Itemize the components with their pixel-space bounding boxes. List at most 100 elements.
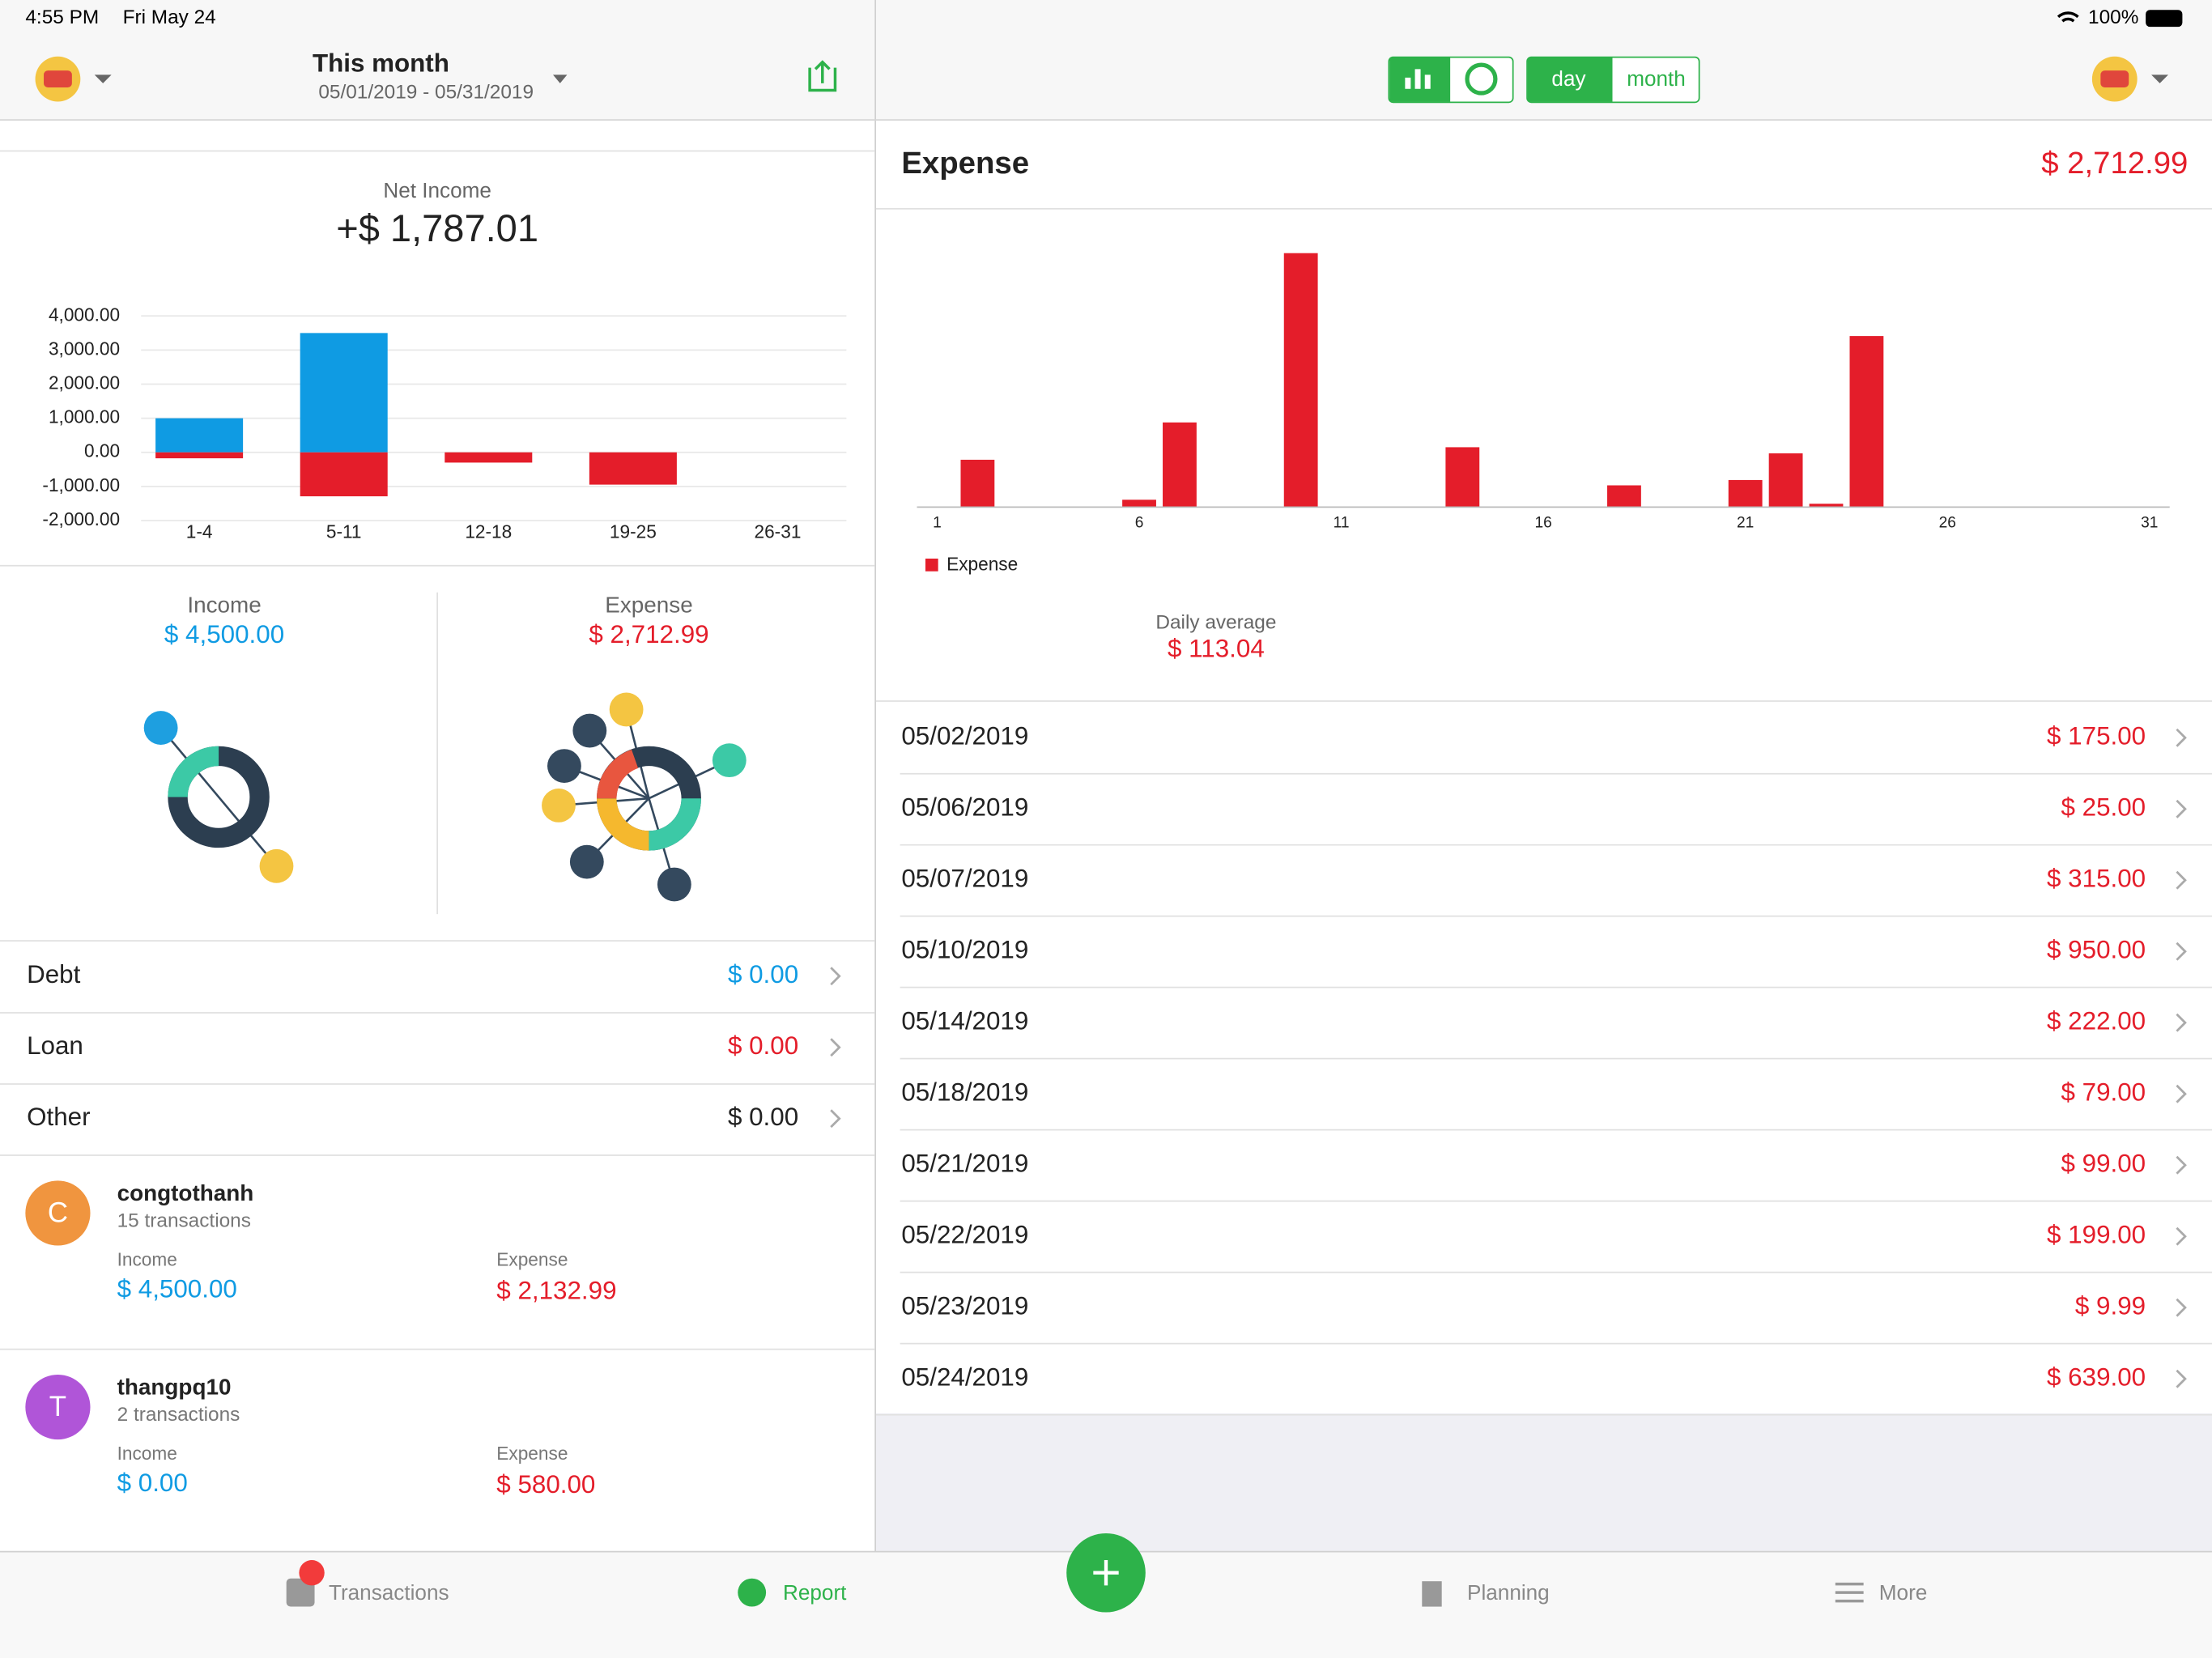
- chevron: [2176, 942, 2187, 961]
- x-tick-label: 12-18: [465, 521, 512, 542]
- chevron: [830, 1038, 841, 1057]
- planning-icon[interactable]: [1422, 1581, 1442, 1607]
- left-header-bg: [0, 0, 875, 121]
- bar[interactable]: [960, 459, 995, 507]
- daily-average: $ 113.04: [1168, 635, 1265, 663]
- bar[interactable]: [1728, 479, 1763, 507]
- tab-label[interactable]: Planning: [1467, 1580, 1550, 1605]
- x-tick-label: 31: [2141, 514, 2158, 531]
- wifi-icon: [2057, 11, 2079, 23]
- row-date[interactable]: 05/23/2019: [901, 1291, 1028, 1320]
- period-dropdown[interactable]: [553, 74, 568, 83]
- expense-label: Expense: [605, 593, 692, 618]
- status-date: Fri May 24: [123, 6, 216, 28]
- legend-label: Expense: [946, 554, 1018, 575]
- bar[interactable]: [300, 452, 388, 497]
- chevron: [2176, 870, 2187, 890]
- row-date[interactable]: 05/14/2019: [901, 1007, 1028, 1035]
- y-tick-label: 4,000.00: [49, 304, 120, 325]
- bar[interactable]: [445, 452, 533, 463]
- y-tick-label: 1,000.00: [49, 406, 120, 427]
- bar[interactable]: [589, 452, 677, 485]
- user-expense: $ 580.00: [496, 1470, 595, 1499]
- day-button-bg[interactable]: [1527, 57, 1613, 102]
- expense-panel-total: $ 2,712.99: [2041, 146, 2188, 181]
- tab-label[interactable]: More: [1879, 1580, 1928, 1605]
- avatar: [25, 1180, 91, 1246]
- user-expense: $ 2,132.99: [496, 1276, 616, 1304]
- chevron: [830, 1109, 841, 1129]
- add-icon: [1093, 1560, 1119, 1586]
- chevron: [830, 967, 841, 986]
- balance-label[interactable]: Other: [27, 1103, 90, 1131]
- chevron: [2176, 799, 2187, 818]
- more-icon[interactable]: [1835, 1582, 1864, 1603]
- user-name: thangpq10: [117, 1375, 232, 1400]
- share-button[interactable]: [808, 60, 837, 92]
- row-date[interactable]: 05/18/2019: [901, 1078, 1028, 1106]
- user-transactions: 15 transactions: [117, 1209, 251, 1231]
- wallet-dropdown[interactable]: [2151, 74, 2168, 83]
- balance-label[interactable]: Loan: [27, 1031, 83, 1060]
- row-date[interactable]: 05/24/2019: [901, 1363, 1028, 1391]
- bar[interactable]: [1283, 253, 1318, 507]
- row-date[interactable]: 05/06/2019: [901, 793, 1028, 822]
- bar[interactable]: [155, 452, 244, 459]
- wallet-dropdown[interactable]: [94, 74, 112, 83]
- chevron: [2176, 1369, 2187, 1388]
- month-button[interactable]: month: [1627, 66, 1686, 91]
- user-name: congtothanh: [117, 1180, 254, 1205]
- row-date[interactable]: 05/22/2019: [901, 1220, 1028, 1248]
- row-date[interactable]: 05/10/2019: [901, 936, 1028, 964]
- x-tick-label: 1-4: [186, 521, 213, 542]
- chevron: [2176, 1013, 2187, 1032]
- report-icon[interactable]: [738, 1578, 767, 1607]
- right-empty-bg: [875, 1413, 2212, 1552]
- tab-label[interactable]: Report: [783, 1580, 847, 1605]
- period-title[interactable]: This month: [313, 49, 449, 77]
- y-tick-label: -2,000.00: [42, 508, 120, 529]
- bar[interactable]: [1768, 453, 1803, 507]
- bar[interactable]: [1445, 447, 1480, 507]
- status-time: 4:55 PM: [25, 6, 99, 28]
- income-label: Income: [187, 593, 261, 618]
- row-amount: $ 79.00: [2061, 1078, 2146, 1106]
- row-amount: $ 99.00: [2061, 1149, 2146, 1177]
- user-transactions: 2 transactions: [117, 1404, 240, 1426]
- transactions-icon[interactable]: [286, 1578, 315, 1607]
- chevron: [2176, 1084, 2187, 1103]
- bar[interactable]: [1607, 485, 1641, 507]
- user-income-label: Income: [117, 1443, 177, 1464]
- row-date[interactable]: 05/21/2019: [901, 1149, 1028, 1177]
- income-donut[interactable]: [143, 711, 294, 883]
- row-amount: $ 199.00: [2047, 1220, 2146, 1248]
- row-amount: $ 950.00: [2047, 936, 2146, 964]
- expense-donut[interactable]: [542, 692, 747, 902]
- pie-chart-button[interactable]: [1465, 62, 1498, 96]
- bar[interactable]: [1809, 504, 1844, 507]
- row-amount: $ 9.99: [2075, 1291, 2146, 1320]
- x-tick-label: 21: [1737, 514, 1754, 531]
- row-amount: $ 222.00: [2047, 1007, 2146, 1035]
- bar[interactable]: [155, 418, 244, 453]
- user-income: $ 0.00: [117, 1469, 188, 1497]
- bar[interactable]: [1849, 336, 1884, 507]
- balance-label[interactable]: Debt: [27, 960, 81, 988]
- bar[interactable]: [300, 333, 388, 453]
- row-amount: $ 175.00: [2047, 722, 2146, 750]
- battery-icon: [2146, 10, 2183, 28]
- avatar: [25, 1374, 91, 1440]
- row-date[interactable]: 05/07/2019: [901, 865, 1028, 893]
- daily-average-label: Daily average: [1155, 612, 1276, 634]
- bar[interactable]: [1163, 422, 1197, 507]
- expense-total: $ 2,712.99: [589, 620, 708, 648]
- row-date[interactable]: 05/02/2019: [901, 722, 1028, 750]
- status-battery: 100%: [2088, 6, 2138, 28]
- day-button[interactable]: day: [1551, 66, 1586, 91]
- y-tick-label: -1,000.00: [42, 474, 120, 495]
- tab-label[interactable]: Transactions: [329, 1580, 449, 1605]
- bar[interactable]: [1122, 500, 1156, 507]
